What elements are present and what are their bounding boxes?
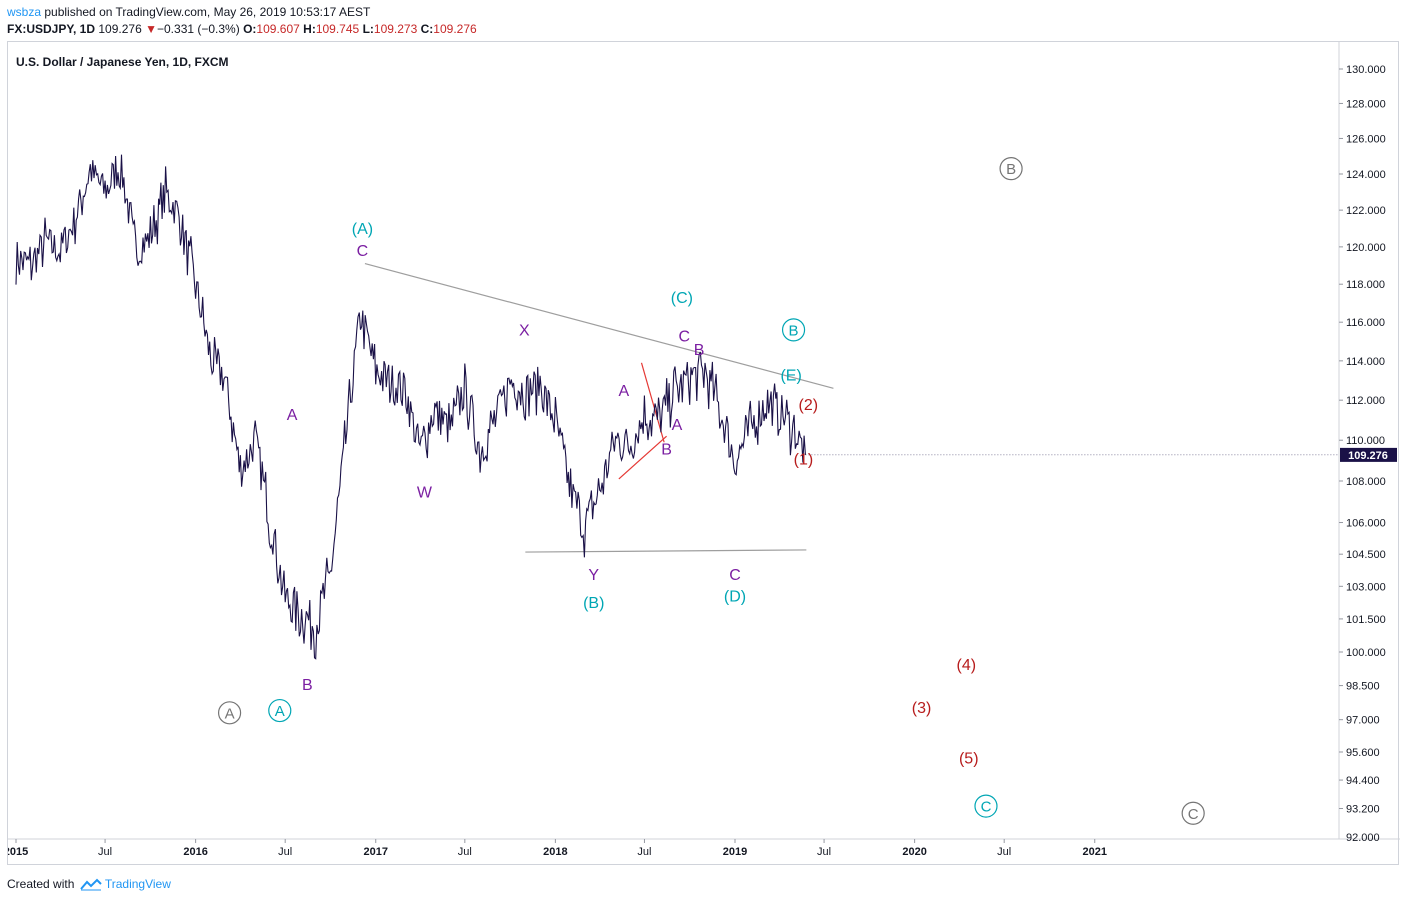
wave-label: X xyxy=(519,323,530,340)
x-tick-label: 2018 xyxy=(543,846,567,858)
low-label: L: xyxy=(362,22,374,36)
wave-label: (1) xyxy=(794,452,814,469)
publisher-name[interactable]: wsbza xyxy=(7,5,42,19)
wave-label: C xyxy=(357,243,369,260)
circled-wave-marker xyxy=(999,157,1023,181)
wave-label: (A) xyxy=(352,221,373,238)
x-tick-label: 2015 xyxy=(8,846,28,858)
y-tick-label: 114.000 xyxy=(1346,356,1385,368)
y-tick-label: 92.000 xyxy=(1346,832,1380,844)
price-chart[interactable]: 130.000 128.000 126.000 124.000 122.000 120.0… xyxy=(8,42,1400,866)
circled-wave-label: C xyxy=(1188,806,1199,823)
y-tick-label: 93.200 xyxy=(1346,803,1380,815)
circled-wave-marker xyxy=(781,318,806,342)
y-tick-label: 108.000 xyxy=(1346,476,1386,488)
wave-label: B xyxy=(694,342,705,359)
y-tick-label: 98.500 xyxy=(1346,681,1380,693)
open-label: O: xyxy=(243,22,257,36)
x-tick-label: 2017 xyxy=(364,846,388,858)
last-price-tag xyxy=(1340,447,1397,462)
low-value: 109.273 xyxy=(373,22,418,36)
y-tick-label: 106.000 xyxy=(1346,518,1386,530)
x-tick-label: Jul xyxy=(997,846,1011,858)
y-tick-label: 122.000 xyxy=(1346,205,1386,217)
last-price-label: 109.276 xyxy=(1348,450,1388,462)
y-tick-label: 120.000 xyxy=(1346,242,1386,254)
high-value: 109.745 xyxy=(315,22,360,36)
symbol-label: FX:USDJPY, 1D xyxy=(7,22,96,36)
wave-label: Y xyxy=(588,567,599,584)
x-tick-label: 2019 xyxy=(723,846,747,858)
wave-label: C xyxy=(729,567,741,584)
wave-label: A xyxy=(672,417,683,434)
wave-label: (2) xyxy=(799,397,819,414)
y-tick-label: 130.000 xyxy=(1346,64,1386,76)
y-tick-label: 103.000 xyxy=(1346,581,1386,593)
wave-label: W xyxy=(417,485,433,502)
wave-label: A xyxy=(618,383,629,400)
wave-label: (4) xyxy=(957,657,977,674)
x-tick-label: 2020 xyxy=(902,846,926,858)
y-tick-label: 97.000 xyxy=(1346,715,1380,727)
x-tick-label: Jul xyxy=(637,846,651,858)
circled-wave-label: A xyxy=(225,705,235,722)
wave-label: (D) xyxy=(724,588,746,605)
wave-label: A xyxy=(287,407,298,424)
y-tick-label: 110.000 xyxy=(1346,435,1385,447)
close-value: 109.276 xyxy=(433,22,477,36)
y-tick-label: 124.000 xyxy=(1346,169,1386,181)
wave-label: (E) xyxy=(780,367,801,384)
wave-label: (C) xyxy=(671,290,693,307)
x-tick-label: Jul xyxy=(458,846,472,858)
y-tick-label: 118.000 xyxy=(1346,279,1385,291)
price-line xyxy=(15,154,806,660)
y-tick-label: 112.000 xyxy=(1346,395,1385,407)
footer: Created with TradingView xyxy=(7,877,171,891)
y-tick-label: 128.000 xyxy=(1346,98,1386,110)
x-tick-label: Jul xyxy=(817,846,831,858)
last-price: 109.276 xyxy=(98,22,142,36)
open-value: 109.607 xyxy=(256,22,300,36)
publish-info: published on TradingView.com, May 26, 20… xyxy=(44,5,371,19)
x-tick-label: 2016 xyxy=(183,846,207,858)
tradingview-logo-icon xyxy=(79,878,102,891)
circled-wave-label: B xyxy=(1006,161,1016,178)
y-tick-label: 101.500 xyxy=(1346,614,1386,626)
y-tick-label: 126.000 xyxy=(1346,133,1386,145)
circled-wave-marker xyxy=(974,794,998,818)
created-with-text: Created with xyxy=(7,877,75,891)
circled-wave-marker xyxy=(217,701,242,725)
trendline xyxy=(364,263,834,389)
y-tick-label: 116.000 xyxy=(1346,317,1385,329)
circled-wave-marker xyxy=(268,698,292,723)
circled-wave-marker xyxy=(1181,801,1205,825)
x-tick-label: Jul xyxy=(98,846,112,858)
y-tick-label: 104.500 xyxy=(1346,549,1386,561)
publish-line: wsbza published on TradingView.com, May … xyxy=(7,5,370,19)
high-label: H: xyxy=(303,22,316,36)
circled-wave-label: C xyxy=(981,799,992,816)
wave-label: C xyxy=(679,328,691,345)
price-change: −0.331 (−0.3%) xyxy=(157,22,240,36)
wedge-line xyxy=(618,435,667,480)
y-tick-label: 95.600 xyxy=(1346,747,1380,759)
wave-label: (5) xyxy=(959,751,979,768)
wave-label: (3) xyxy=(912,700,932,717)
circled-wave-label: A xyxy=(275,703,285,720)
trendline xyxy=(525,549,807,553)
wave-label: B xyxy=(302,677,313,694)
y-tick-label: 100.000 xyxy=(1346,647,1386,659)
chart-title: U.S. Dollar / Japanese Yen, 1D, FXCM xyxy=(16,55,229,69)
close-label: C: xyxy=(420,22,434,36)
x-tick-label: Jul xyxy=(278,846,292,858)
circled-wave-label: B xyxy=(789,322,799,339)
wave-label: B xyxy=(661,441,672,458)
chart-frame[interactable]: 130.000 128.000 126.000 124.000 122.000 120.0… xyxy=(7,41,1400,866)
down-arrow-icon: ▼ xyxy=(145,22,157,36)
ohlc-line: FX:USDJPY, 1D 109.276 ▼−0.331 (−0.3%) O:… xyxy=(7,22,477,36)
x-tick-label: 2021 xyxy=(1083,846,1107,858)
y-tick-label: 94.400 xyxy=(1346,775,1380,787)
tradingview-brand[interactable]: TradingView xyxy=(104,877,171,891)
wave-label: (B) xyxy=(583,595,604,612)
